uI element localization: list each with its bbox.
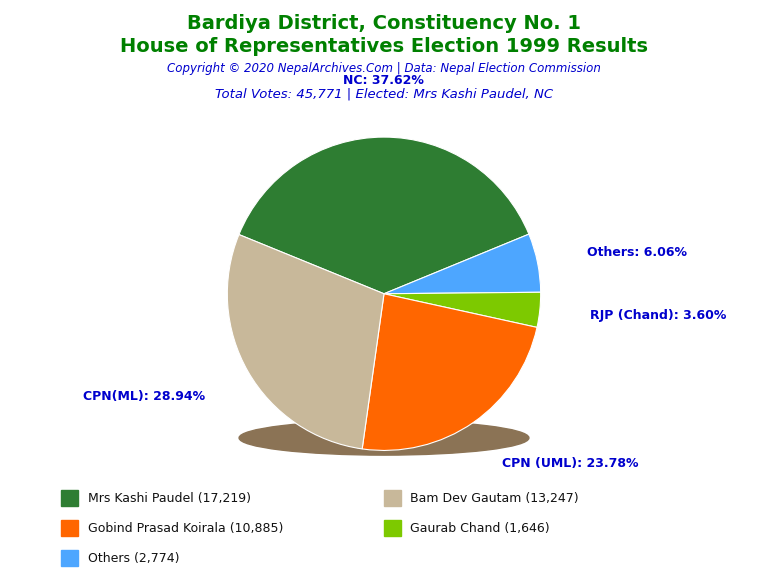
Wedge shape (239, 137, 529, 294)
Wedge shape (362, 294, 537, 450)
Text: CPN (UML): 23.78%: CPN (UML): 23.78% (502, 457, 638, 470)
Wedge shape (384, 292, 541, 327)
Text: CPN(ML): 28.94%: CPN(ML): 28.94% (83, 391, 205, 403)
Wedge shape (384, 234, 541, 294)
Ellipse shape (239, 420, 529, 455)
Text: Total Votes: 45,771 | Elected: Mrs Kashi Paudel, NC: Total Votes: 45,771 | Elected: Mrs Kashi… (215, 88, 553, 101)
Wedge shape (227, 234, 384, 449)
Text: Gaurab Chand (1,646): Gaurab Chand (1,646) (410, 522, 550, 535)
Text: Bam Dev Gautam (13,247): Bam Dev Gautam (13,247) (410, 492, 579, 505)
Text: Mrs Kashi Paudel (17,219): Mrs Kashi Paudel (17,219) (88, 492, 250, 505)
Text: NC: 37.62%: NC: 37.62% (343, 74, 424, 87)
Text: House of Representatives Election 1999 Results: House of Representatives Election 1999 R… (120, 37, 648, 56)
Text: Others (2,774): Others (2,774) (88, 552, 179, 564)
Text: Copyright © 2020 NepalArchives.Com | Data: Nepal Election Commission: Copyright © 2020 NepalArchives.Com | Dat… (167, 62, 601, 75)
Text: Gobind Prasad Koirala (10,885): Gobind Prasad Koirala (10,885) (88, 522, 283, 535)
Text: Others: 6.06%: Others: 6.06% (587, 246, 687, 259)
Text: RJP (Chand): 3.60%: RJP (Chand): 3.60% (590, 309, 726, 321)
Text: Bardiya District, Constituency No. 1: Bardiya District, Constituency No. 1 (187, 14, 581, 33)
